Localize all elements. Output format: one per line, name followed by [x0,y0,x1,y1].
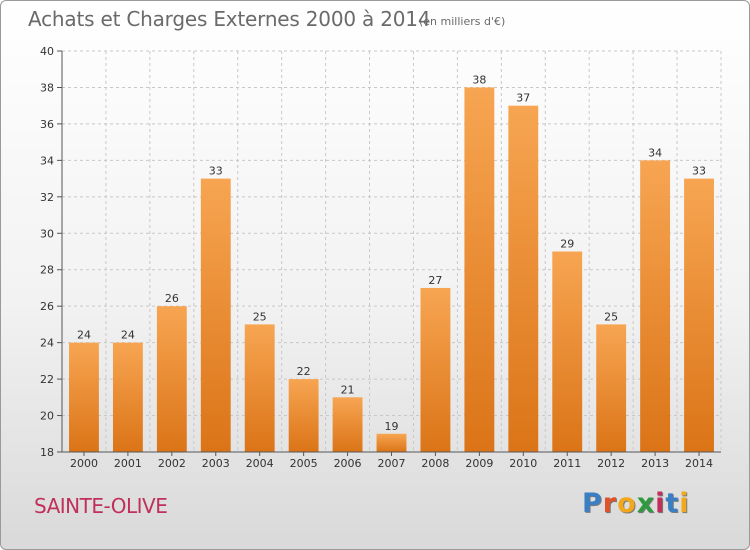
bar [508,105,539,452]
x-tick-label: 2004 [246,457,274,470]
bar [596,324,627,452]
data-label: 29 [560,238,574,251]
data-label: 24 [121,329,135,342]
axes [57,50,721,456]
data-label: 26 [165,292,179,305]
bar [420,287,451,452]
bar [288,379,319,452]
data-label: 37 [516,92,530,105]
x-tick-label: 2000 [70,457,98,470]
logo-letter: o [617,488,637,519]
data-label: 24 [77,329,91,342]
x-tick-label: 2014 [685,457,713,470]
logo-letter: i [655,488,666,519]
chart-title: Achats et Charges Externes 2000 à 2014 [28,7,431,31]
bar [332,397,363,452]
data-label: 19 [385,420,399,433]
logo-letter: r [602,488,618,519]
labels: 18 20 22 24 26 28 30 32 34 36 38 40 24 2000 24 2001 26 20… [40,45,713,470]
proxiti-logo: Proxiti [582,488,690,519]
x-tick-label: 2011 [553,457,581,470]
x-tick-label: 2001 [114,457,142,470]
y-tick-label: 30 [40,227,54,240]
data-label: 25 [253,310,267,323]
y-tick-label: 34 [40,154,54,167]
y-tick-label: 22 [40,373,54,386]
x-tick-label: 2008 [421,457,449,470]
y-tick-label: 24 [40,337,54,350]
y-tick-label: 18 [40,446,54,459]
data-label: 34 [648,146,662,159]
bar [552,251,583,452]
data-label: 21 [341,383,355,396]
bar [244,324,275,452]
logo-letter: t [665,488,680,519]
bar [156,306,187,452]
bar [684,178,714,452]
data-label: 38 [472,73,486,86]
y-tick-label: 26 [40,300,54,313]
data-label: 22 [297,365,311,378]
data-label: 33 [209,165,223,178]
logo-letter: P [582,488,603,519]
bar [464,87,495,453]
x-tick-label: 2013 [641,457,669,470]
bar [200,178,231,452]
x-tick-label: 2002 [158,457,186,470]
logo-letter: i [679,488,690,519]
y-tick-label: 36 [40,118,54,131]
x-tick-label: 2007 [378,457,406,470]
city-name: SAINTE-OLIVE [34,494,168,518]
chart-unit: (en milliers d'€) [419,15,506,28]
bars [69,87,714,453]
y-tick-label: 20 [40,410,54,423]
x-tick-label: 2010 [509,457,537,470]
x-tick-label: 2009 [465,457,493,470]
x-tick-label: 2006 [334,457,362,470]
x-tick-label: 2003 [202,457,230,470]
x-tick-label: 2012 [597,457,625,470]
bar [376,433,407,452]
y-tick-label: 32 [40,191,54,204]
bar [640,160,671,452]
logo-letter: x [636,488,656,519]
data-label: 25 [604,310,618,323]
y-tick-label: 38 [40,81,54,94]
y-tick-label: 40 [40,45,54,58]
data-label: 27 [428,274,442,287]
bar [69,342,99,452]
bar [112,342,143,452]
data-label: 33 [692,165,706,178]
x-tick-label: 2005 [290,457,318,470]
y-tick-label: 28 [40,264,54,277]
